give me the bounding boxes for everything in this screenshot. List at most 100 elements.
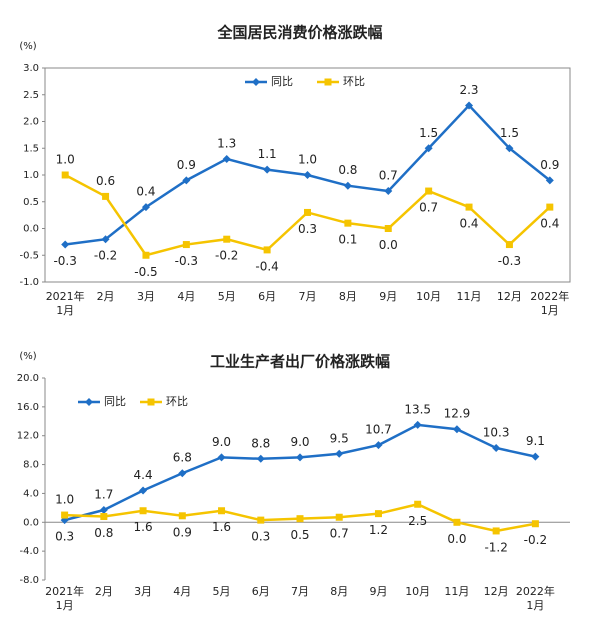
x-tick-label: 12月: [496, 290, 522, 303]
data-label: 9.1: [526, 434, 545, 448]
x-tick-label: 4月: [173, 585, 192, 598]
x-tick-label: 3月: [134, 585, 153, 598]
data-label: -0.3: [498, 254, 521, 268]
point: [545, 176, 554, 185]
y-axis-unit: (%): [19, 351, 36, 362]
x-tick-label: 2021年 1月: [45, 585, 85, 612]
data-label: 0.4: [136, 185, 155, 199]
data-label: 4.4: [134, 468, 153, 482]
y-tick-label: -4.0: [19, 546, 39, 557]
x-tick-label: 2021年 1月: [45, 290, 85, 317]
data-label: -0.3: [53, 254, 76, 268]
x-tick-label: 2022年 1月: [515, 585, 555, 612]
data-label: -0.5: [134, 265, 157, 279]
y-tick-label: -1.0: [19, 277, 39, 288]
point: [178, 469, 187, 478]
data-label: 9.5: [330, 431, 349, 445]
point: [139, 486, 148, 495]
point: [531, 452, 540, 461]
data-label: 1.6: [134, 520, 153, 534]
y-tick-label: -0.5: [19, 250, 39, 261]
point: [452, 425, 461, 434]
x-tick-label: 2022年 1月: [530, 290, 570, 317]
data-label: -0.2: [524, 533, 547, 547]
y-axis-unit: (%): [19, 41, 36, 52]
x-tick-label: 11月: [456, 290, 482, 303]
point: [374, 510, 382, 518]
y-tick-label: 2.5: [23, 90, 39, 101]
data-label: 0.3: [298, 222, 317, 236]
x-tick-label: 6月: [258, 290, 277, 303]
data-label: 2.3: [459, 83, 478, 97]
chart-title: 全国居民消费价格涨跌幅: [216, 24, 382, 42]
x-tick-label: 8月: [330, 585, 349, 598]
point: [263, 246, 271, 254]
point: [343, 181, 352, 190]
y-tick-label: -8.0: [19, 575, 39, 586]
chart-title: 工业生产者出厂价格涨跌幅: [210, 353, 390, 371]
point: [453, 518, 461, 526]
point: [141, 203, 150, 212]
data-label: 0.9: [540, 158, 559, 172]
x-tick-label: 2月: [94, 585, 113, 598]
data-label: 0.3: [251, 530, 270, 544]
data-label: 0.7: [419, 201, 438, 215]
y-tick-label: 1.0: [23, 170, 39, 181]
point: [85, 398, 93, 406]
y-tick-label: 0.5: [23, 197, 39, 208]
x-tick-label: 4月: [177, 290, 196, 303]
data-label: 1.5: [500, 126, 519, 140]
point: [222, 154, 231, 163]
point: [100, 513, 108, 521]
point: [102, 192, 110, 200]
point: [505, 144, 514, 153]
y-tick-label: 1.5: [23, 143, 39, 154]
data-label: 0.0: [379, 238, 398, 252]
y-tick-label: 3.0: [23, 63, 39, 74]
x-tick-label: 6月: [251, 585, 270, 598]
point: [546, 203, 554, 211]
point: [257, 516, 265, 524]
data-label: 1.5: [419, 126, 438, 140]
point: [217, 453, 226, 462]
data-label: 9.0: [212, 435, 231, 449]
point: [252, 78, 260, 86]
data-label: 0.9: [177, 158, 196, 172]
x-tick-label: 9月: [379, 290, 398, 303]
y-tick-label: 16.0: [17, 402, 39, 413]
data-label: 13.5: [404, 402, 431, 416]
point: [384, 187, 393, 196]
point: [61, 511, 69, 519]
data-label: 0.9: [173, 525, 192, 539]
data-label: -1.2: [484, 540, 507, 554]
legend-label: 环比: [343, 75, 365, 88]
y-tick-label: 8.0: [23, 460, 39, 471]
point: [413, 420, 422, 429]
point: [61, 171, 69, 179]
point: [505, 241, 513, 249]
point: [531, 520, 539, 528]
point: [99, 506, 108, 515]
data-label: 0.5: [290, 528, 309, 542]
data-label: 0.6: [96, 174, 115, 188]
point: [324, 78, 332, 86]
data-label: 1.3: [217, 136, 236, 150]
data-label: 0.1: [338, 233, 357, 247]
point: [414, 500, 422, 508]
data-label: 1.1: [258, 147, 277, 161]
data-label: 1.0: [56, 153, 75, 167]
data-label: 0.7: [330, 527, 349, 541]
y-tick-label: 4.0: [23, 488, 39, 499]
data-label: 0.8: [338, 163, 357, 177]
y-tick-label: 0.0: [23, 517, 39, 528]
data-label: 1.2: [369, 523, 388, 537]
x-tick-label: 3月: [136, 290, 155, 303]
data-label: 0.0: [447, 532, 466, 546]
point: [335, 513, 343, 521]
point: [465, 203, 473, 211]
y-tick-label: 2.0: [23, 117, 39, 128]
x-tick-label: 2月: [96, 290, 115, 303]
x-tick-label: 7月: [298, 290, 317, 303]
x-tick-label: 10月: [416, 290, 442, 303]
